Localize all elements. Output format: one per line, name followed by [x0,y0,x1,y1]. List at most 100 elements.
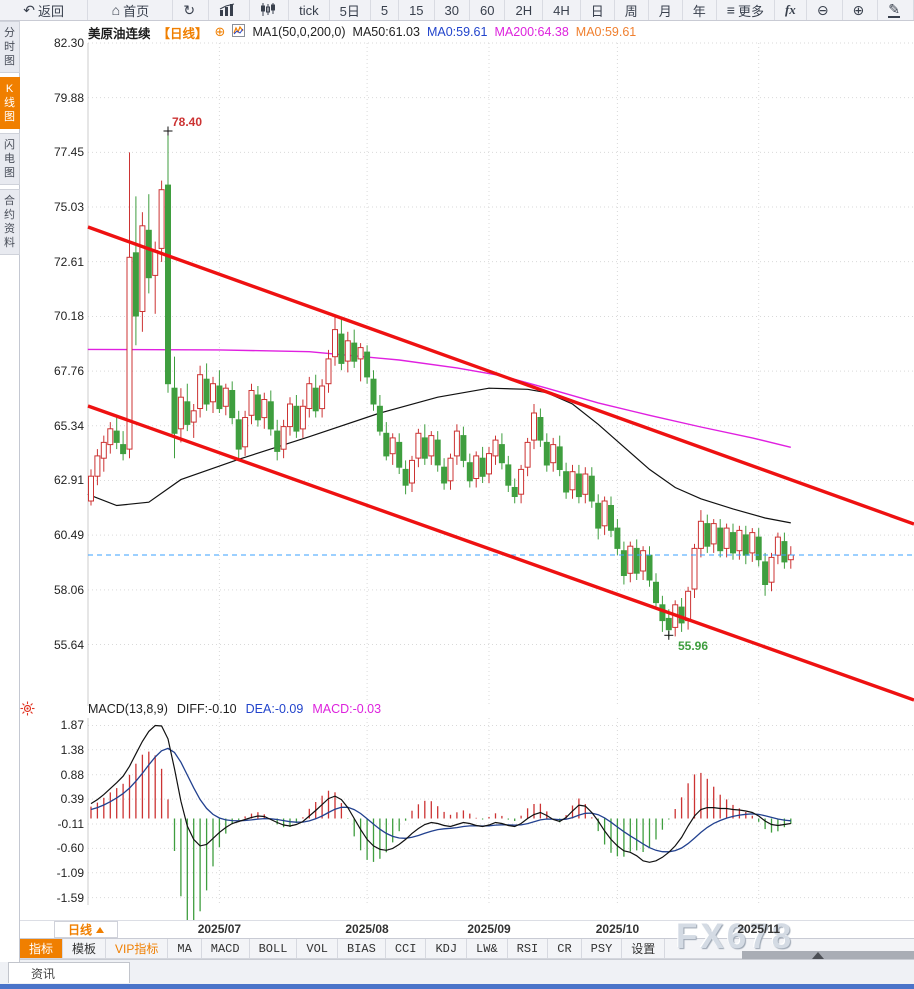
price-axis-label: 62.91 [53,473,84,488]
indicator-button-模板[interactable]: 模板 [63,939,107,958]
ma-settings-icon[interactable] [232,24,246,40]
price-axis-label: 72.61 [53,254,84,269]
sidebar-tab-active[interactable]: K 线 图 [0,77,20,129]
toolbar-period-month-button[interactable]: 月 [649,0,683,20]
toolbar-label: 更多 [737,3,764,19]
sidebar-tab-item[interactable]: 分 时 图 [0,21,20,73]
zoom-in-icon: ⊕ [852,2,865,18]
home-icon: ⌂ [111,2,121,18]
indicator-button-lw[interactable]: LW& [467,939,508,958]
indicator-button-bias[interactable]: BIAS [338,939,386,958]
ma0-value-orange: MA0:59.61 [575,25,637,39]
macd-header: MACD(13,8,9) DIFF:-0.10 DEA:-0.09 MACD:-… [88,701,381,716]
add-indicator-icon[interactable]: ⊕ [214,24,226,39]
price-axis-label: 79.88 [53,90,84,105]
macd-settings-icon[interactable] [20,701,35,721]
indicator-toolbar: 指标 模板 VIP指标 MA MACD BOLL VOL BIAS CCI KDJ LW& RSI CR… [20,939,914,959]
toolbar-back-button[interactable]: ↶ 返回 [0,0,89,20]
back-icon: ↶ [23,2,36,18]
ma-settings-label: MA1(50,0,200,0) [252,25,346,39]
toolbar-tick-button[interactable]: tick [289,0,330,20]
watermark: FX678 [676,917,795,956]
indicator-button-boll[interactable]: BOLL [249,939,298,958]
indicator-button-kdj[interactable]: KDJ [426,939,468,958]
scrollbar-notch-icon [812,952,824,959]
indicator-button-cci[interactable]: CCI [385,939,427,958]
ma0-value-blue: MA0:59.61 [426,25,488,39]
toolbar-label: 周 [624,3,638,19]
bottom-accent-strip [0,984,914,989]
toolbar-period-60-button[interactable]: 60 [470,0,506,20]
sidebar: 分 时 图 K 线 图闪 电 图合 约 资 料 [0,21,20,962]
low-price-annotation: 55.96 [678,639,709,653]
ma200-value: MA200:64.38 [494,25,569,39]
toolbar-period-30-button[interactable]: 30 [435,0,470,20]
toolbar-label: 日 [590,3,604,19]
toolbar-label: tick [299,2,319,18]
toolbar-period-year-button[interactable]: 年 [683,0,717,20]
toolbar-fx-icon[interactable]: fx [775,0,807,20]
toolbar-period-4h-button[interactable]: 4H [543,0,581,20]
indicator-button-rsi[interactable]: RSI [507,939,549,958]
toolbar-zoom-out-icon[interactable]: ⊖ [807,0,843,20]
toolbar-period-week-button[interactable]: 周 [615,0,649,20]
chart-header: 美原油连续 【日线】 ⊕ MA1(50,0,200,0) MA50:61.03 … [88,24,637,41]
indicator-button-vol[interactable]: VOL [297,939,339,958]
period-selector-button[interactable]: 日线 [54,921,118,938]
news-tab[interactable]: 资讯 [8,962,130,983]
toolbar-period-day-button[interactable]: 日 [581,0,615,20]
toolbar-label: 月 [658,3,672,19]
price-axis-label: 75.03 [53,200,84,215]
price-axis-label: 65.34 [53,418,84,433]
xaxis-month-label: 2025/09 [467,922,511,936]
price-axis-label: 58.06 [53,582,84,597]
xaxis-month-label: 2025/08 [345,922,389,936]
fx-icon: fx [784,2,796,17]
top-toolbar: ↶ 返回 ⌂ 首页 ↻ tick 5日 5 15 30 60 2H 4H 日 周 月 年 ≡ 更多 fx ⊖ ⊕ ✎ [0,0,914,21]
indicator-button-psy[interactable]: PSY [581,939,623,958]
macd-axis-label: -0.60 [56,841,84,856]
period-tag: 【日线】 [157,26,208,41]
indicator-button-设置[interactable]: 设置 [622,939,666,958]
toolbar-zoom-in-icon[interactable]: ⊕ [843,0,879,20]
symbol-name: 美原油连续 [88,26,151,41]
indicator-button-macd[interactable]: MACD [201,939,250,958]
toolbar-home-button[interactable]: ⌂ 首页 [88,0,174,20]
toolbar-candle-chart-icon[interactable] [250,0,290,20]
toolbar-label: 年 [692,3,706,19]
macd-axis-label: -1.59 [56,890,84,905]
macd-axis-label: 0.39 [60,792,84,807]
toolbar-more-button[interactable]: ≡ 更多 [717,0,775,20]
status-bar: 资讯 [0,959,914,984]
toolbar-period-5d-button[interactable]: 5日 [330,0,371,20]
toolbar-period-15-button[interactable]: 15 [399,0,435,20]
xaxis-month-label: 2025/10 [595,922,640,936]
zoom-out-icon: ⊖ [816,2,829,18]
sidebar-tab-item[interactable]: 闪 电 图 [0,133,20,185]
toolbar-label: 2H [515,2,533,18]
price-axis-label: 82.30 [53,36,84,50]
macd-diff-value: DIFF:-0.10 [176,701,237,716]
toolbar-label: 4H [553,2,570,18]
toolbar-period-5-button[interactable]: 5 [371,0,400,20]
macd-axis-label: -0.11 [57,816,84,831]
horizontal-scrollbar[interactable] [742,951,914,960]
toolbar-period-2h-button[interactable]: 2H [505,0,544,20]
xaxis-month-label: 2025/11 [737,922,781,936]
toolbar-bar-chart-icon[interactable] [209,0,251,20]
toolbar-label: 60 [480,2,495,18]
macd-params: MACD(13,8,9) [88,701,168,716]
indicator-button-指标[interactable]: 指标 [20,939,64,958]
indicator-button-vip指标[interactable]: VIP指标 [106,939,169,958]
news-tab-label: 资讯 [31,966,56,981]
toolbar-refresh-icon[interactable]: ↻ [173,0,210,20]
candle-chart-icon [260,2,276,18]
toolbar-label: 5日 [339,3,360,19]
xaxis-month-label: 2025/07 [197,922,242,936]
toolbar-draw-icon[interactable]: ✎ [878,0,914,20]
indicator-button-cr[interactable]: CR [548,939,582,958]
indicator-button-ma[interactable]: MA [168,939,202,958]
draw-icon: ✎ [888,1,901,18]
sidebar-tab-item[interactable]: 合 约 资 料 [0,189,20,255]
